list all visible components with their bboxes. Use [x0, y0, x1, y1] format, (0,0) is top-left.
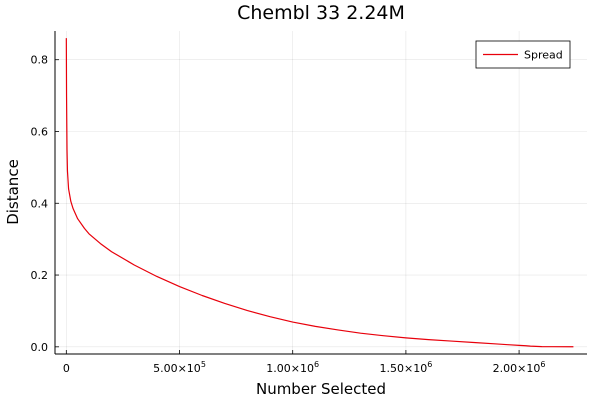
series-layer — [65, 38, 574, 348]
y-tick-label: 0.6 — [31, 125, 49, 138]
x-tick-label: 1.50×106 — [379, 360, 432, 375]
y-tick-label: 0.4 — [31, 197, 49, 210]
x-tick-label: 0 — [63, 362, 70, 375]
plot-frame — [54, 31, 587, 355]
x-tick-label: 2.00×106 — [493, 360, 546, 375]
y-axis-label: Distance — [4, 159, 22, 225]
grid — [55, 31, 587, 354]
y-tick-label: 0.2 — [31, 269, 49, 282]
legend: Spread — [475, 40, 571, 69]
series-line-spread — [65, 38, 574, 348]
x-axis-label: Number Selected — [256, 380, 386, 398]
y-axis: 0.0 0.2 0.4 0.6 0.8 — [31, 54, 59, 354]
y-tick-label: 0.8 — [31, 54, 49, 67]
x-axis: 0 5.00×105 1.00×106 1.50×106 2.00×106 — [63, 350, 546, 375]
x-tick-label: 5.00×105 — [153, 360, 206, 375]
chart-title: Chembl 33 2.24M — [237, 2, 405, 24]
y-tick-label: 0.0 — [31, 341, 49, 354]
x-tick-label: 1.00×106 — [266, 360, 319, 375]
legend-label-spread: Spread — [524, 49, 563, 62]
